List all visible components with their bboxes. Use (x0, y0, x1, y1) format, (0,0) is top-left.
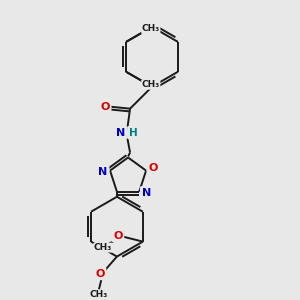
Text: CH₃: CH₃ (142, 24, 160, 33)
Text: O: O (100, 102, 110, 112)
Text: O: O (148, 163, 158, 172)
Text: CH₃: CH₃ (94, 243, 112, 252)
Text: O: O (95, 268, 105, 278)
Text: CH₃: CH₃ (142, 80, 160, 89)
Text: N: N (142, 188, 151, 198)
Text: H: H (129, 128, 137, 138)
Text: N: N (116, 128, 126, 138)
Text: CH₃: CH₃ (90, 290, 108, 299)
Text: O: O (113, 231, 123, 241)
Text: N: N (98, 167, 108, 177)
